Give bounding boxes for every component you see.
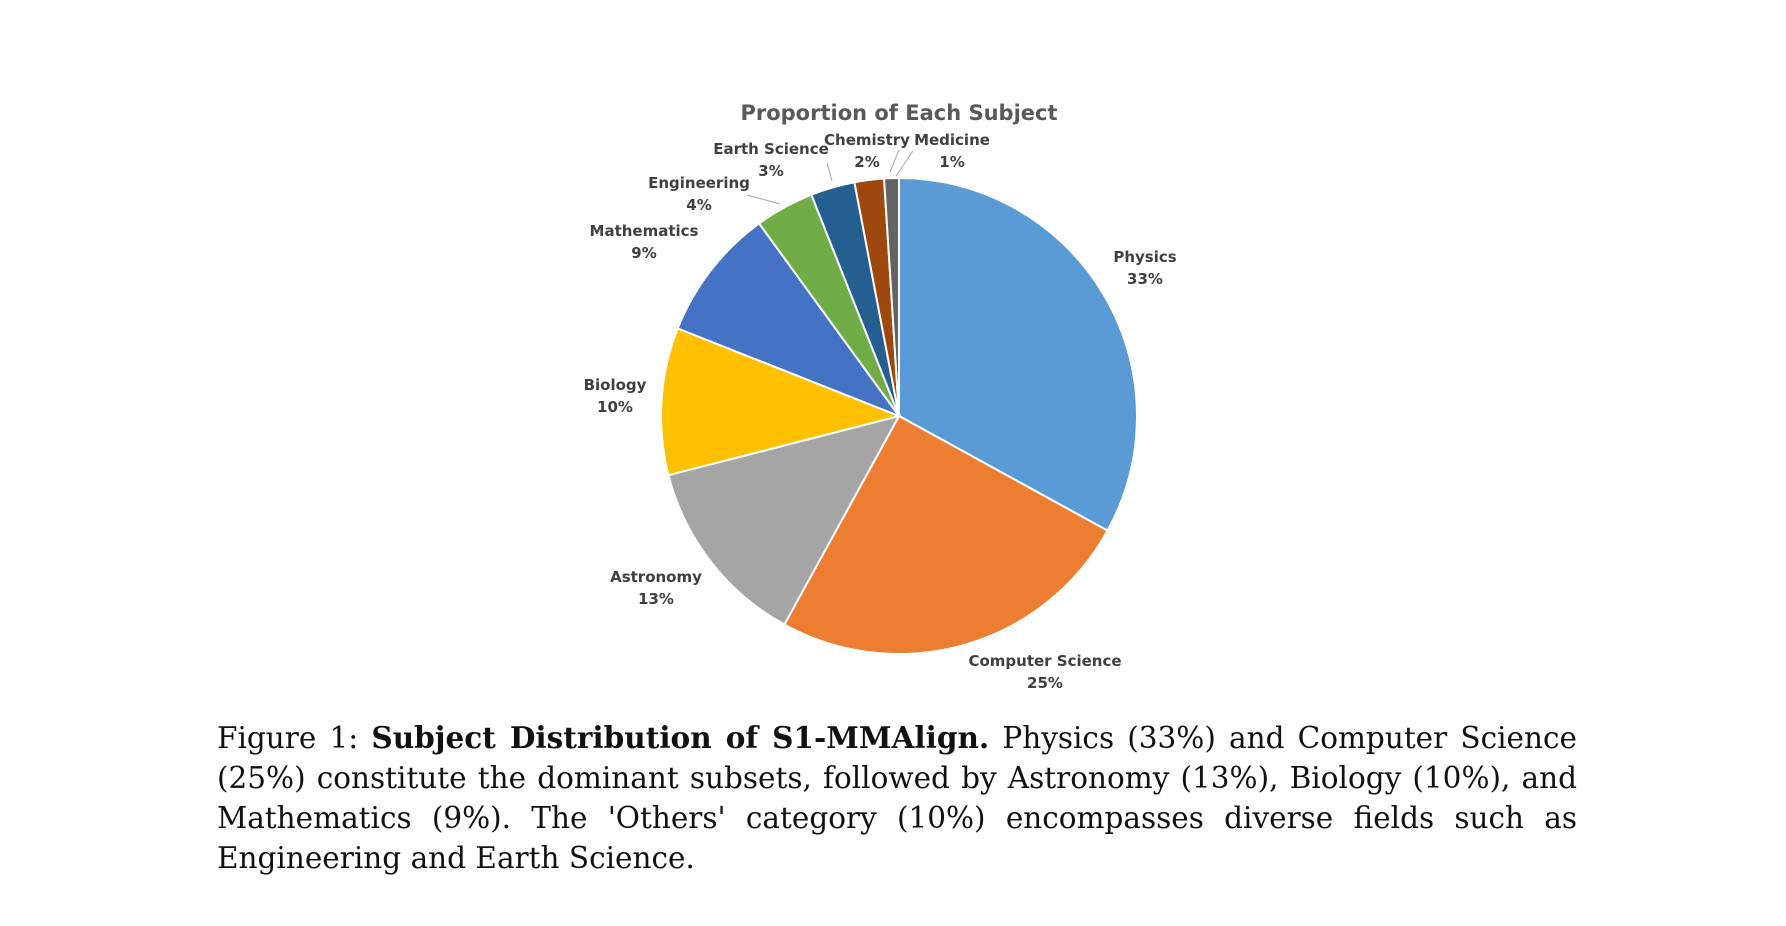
figure-caption: Figure 1: Subject Distribution of S1-MMA… xyxy=(217,718,1577,878)
slice-value-chemistry: 2% xyxy=(854,153,879,171)
figure-label: Figure 1: xyxy=(217,721,359,755)
chart-title: Proportion of Each Subject xyxy=(740,101,1057,125)
pie-slice-biology xyxy=(660,327,903,477)
pie-slice-medicine xyxy=(882,176,900,417)
slice-label-astronomy: Astronomy xyxy=(610,568,702,586)
slice-label-earth-science: Earth Science xyxy=(713,140,829,158)
pie-chart: Proportion of Each Subject Physics 33% Com… xyxy=(584,101,1177,692)
leader-line-engineering xyxy=(746,194,781,205)
leader-lines xyxy=(746,149,914,205)
leader-line-earth-science xyxy=(826,162,833,182)
slice-value-mathematics: 9% xyxy=(631,244,656,262)
slice-value-physics: 33% xyxy=(1127,270,1163,288)
slice-label-engineering: Engineering xyxy=(648,174,750,192)
leader-line-chemistry xyxy=(889,149,900,173)
slice-label-computer-science: Computer Science xyxy=(968,652,1121,670)
slice-value-medicine: 1% xyxy=(939,153,964,171)
slice-value-astronomy: 13% xyxy=(638,590,674,608)
pie-slice-astronomy xyxy=(667,414,901,626)
figure-caption-title: Subject Distribution of S1-MMAlign. xyxy=(371,720,990,755)
figure-caption-text: Physics (33%) and Computer Science (25%)… xyxy=(217,721,1577,875)
slice-label-medicine: Medicine xyxy=(914,131,990,149)
slice-label-physics: Physics xyxy=(1113,248,1176,266)
pie-slices xyxy=(660,176,1138,655)
slice-label-mathematics: Mathematics xyxy=(590,222,699,240)
leader-line-medicine xyxy=(895,150,914,177)
pie-slice-computer-science xyxy=(782,414,1109,655)
pie-slice-mathematics xyxy=(676,222,902,419)
slice-label-biology: Biology xyxy=(584,376,647,394)
slice-label-chemistry: Chemistry xyxy=(824,131,910,149)
pie-slice-physics xyxy=(898,176,1138,533)
slice-value-engineering: 4% xyxy=(686,196,711,214)
slice-value-computer-science: 25% xyxy=(1027,674,1063,692)
slice-value-biology: 10% xyxy=(597,398,633,416)
slice-value-earth-science: 3% xyxy=(758,162,783,180)
slice-labels: Physics 33% Computer Science 25% Astronomy 13… xyxy=(584,131,1177,692)
